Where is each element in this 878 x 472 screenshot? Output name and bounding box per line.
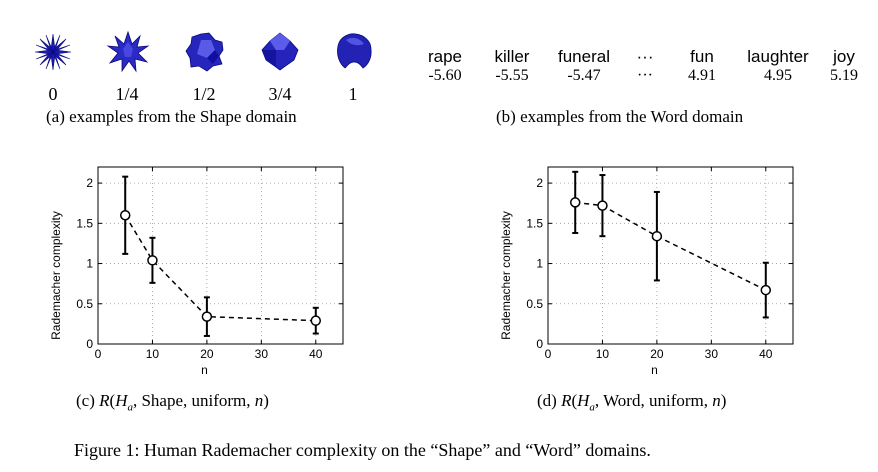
y-tick-label: 0.5 xyxy=(526,297,543,311)
x-axis-label: n xyxy=(201,363,208,377)
word-ellipsis: ··· xyxy=(636,47,654,66)
data-point xyxy=(760,284,772,296)
score-5: 4.95 xyxy=(764,67,792,84)
word-0: rape xyxy=(427,47,463,66)
score-0: -5.60 xyxy=(428,67,462,84)
x-tick-label: 10 xyxy=(146,347,160,361)
y-tick-label: 1.5 xyxy=(526,216,543,230)
shape-one-icon xyxy=(337,33,372,69)
y-tick-label: 1.5 xyxy=(76,216,93,230)
shape-label-three-quarter: 3/4 xyxy=(268,84,292,104)
shape-chart-caption-domain: Shape xyxy=(141,391,184,410)
shape-label-one: 1 xyxy=(348,84,358,104)
word-caption: (b) examples from the Word domain xyxy=(496,107,744,126)
series-line xyxy=(575,201,767,291)
x-tick-label: 10 xyxy=(596,347,610,361)
shape-three-quarter-icon xyxy=(261,32,299,71)
score-1: -5.55 xyxy=(495,67,529,84)
shape-label-quarter: 1/4 xyxy=(115,84,139,104)
shape-label-0: 0 xyxy=(48,84,58,104)
data-point xyxy=(119,210,131,221)
data-point xyxy=(310,315,322,326)
y-axis-label: Rademacher complexity xyxy=(49,211,63,340)
series-line xyxy=(124,214,316,322)
y-tick-label: 2 xyxy=(536,176,543,190)
word-chart-caption-prefix: (d) xyxy=(537,391,562,410)
data-point xyxy=(597,200,608,211)
shape-chart-caption-prefix: (c) xyxy=(76,391,100,410)
word-chart-caption-domain: Word xyxy=(603,391,641,410)
x-axis-label: n xyxy=(651,363,658,377)
word-6: joy xyxy=(833,47,855,66)
y-tick-label: 1 xyxy=(536,257,543,271)
shape-caption: (a) examples from the Shape domain xyxy=(46,107,297,126)
data-point xyxy=(569,197,581,208)
shape-0-icon xyxy=(34,33,72,71)
shape-complexity-chart: 0 10 20 30 40 0 0.5 1 1.5 2 n Rademacher complexity xyxy=(49,166,344,377)
shape-quarter-icon xyxy=(106,30,150,73)
data-point xyxy=(651,230,663,242)
plot-frame xyxy=(97,166,344,345)
x-tick-label: 0 xyxy=(545,347,552,361)
y-tick-label: 2 xyxy=(86,176,93,190)
word-2: funeral xyxy=(558,47,610,66)
figure-caption: Figure 1: Human Rademacher complexity on… xyxy=(74,440,651,460)
shape-examples xyxy=(34,30,372,73)
x-tick-label: 20 xyxy=(650,347,664,361)
x-tick-label: 0 xyxy=(95,347,102,361)
x-tick-label: 30 xyxy=(705,347,719,361)
word-1: killer xyxy=(494,47,530,66)
x-tick-label: 30 xyxy=(255,347,269,361)
y-tick-label: 0 xyxy=(86,337,93,351)
y-tick-label: 0 xyxy=(536,337,543,351)
x-tick-label: 20 xyxy=(200,347,214,361)
word-5: laughter xyxy=(747,47,809,66)
score-2: -5.47 xyxy=(567,67,601,84)
x-tick-label: 40 xyxy=(759,347,773,361)
y-tick-label: 1 xyxy=(86,257,93,271)
shape-half-icon xyxy=(185,32,224,72)
y-axis-label: Rademacher complexity xyxy=(499,211,513,340)
y-tick-label: 0.5 xyxy=(76,297,93,311)
data-point xyxy=(147,255,158,266)
shape-label-half: 1/2 xyxy=(192,84,216,104)
shape-chart-caption: (c) R(Ha, Shape, uniform, n) xyxy=(76,391,269,414)
plot-frame xyxy=(547,166,794,345)
score-6: 5.19 xyxy=(830,67,858,84)
word-complexity-chart: 0 10 20 30 40 0 0.5 1 1.5 2 n Rademacher complexity xyxy=(499,166,794,377)
word-4: fun xyxy=(690,47,714,66)
x-tick-label: 40 xyxy=(309,347,323,361)
data-point xyxy=(201,311,213,322)
score-4: 4.91 xyxy=(688,67,716,84)
score-ellipsis: ··· xyxy=(637,67,653,84)
word-chart-caption: (d) R(Ha, Word, uniform, n) xyxy=(537,391,727,414)
